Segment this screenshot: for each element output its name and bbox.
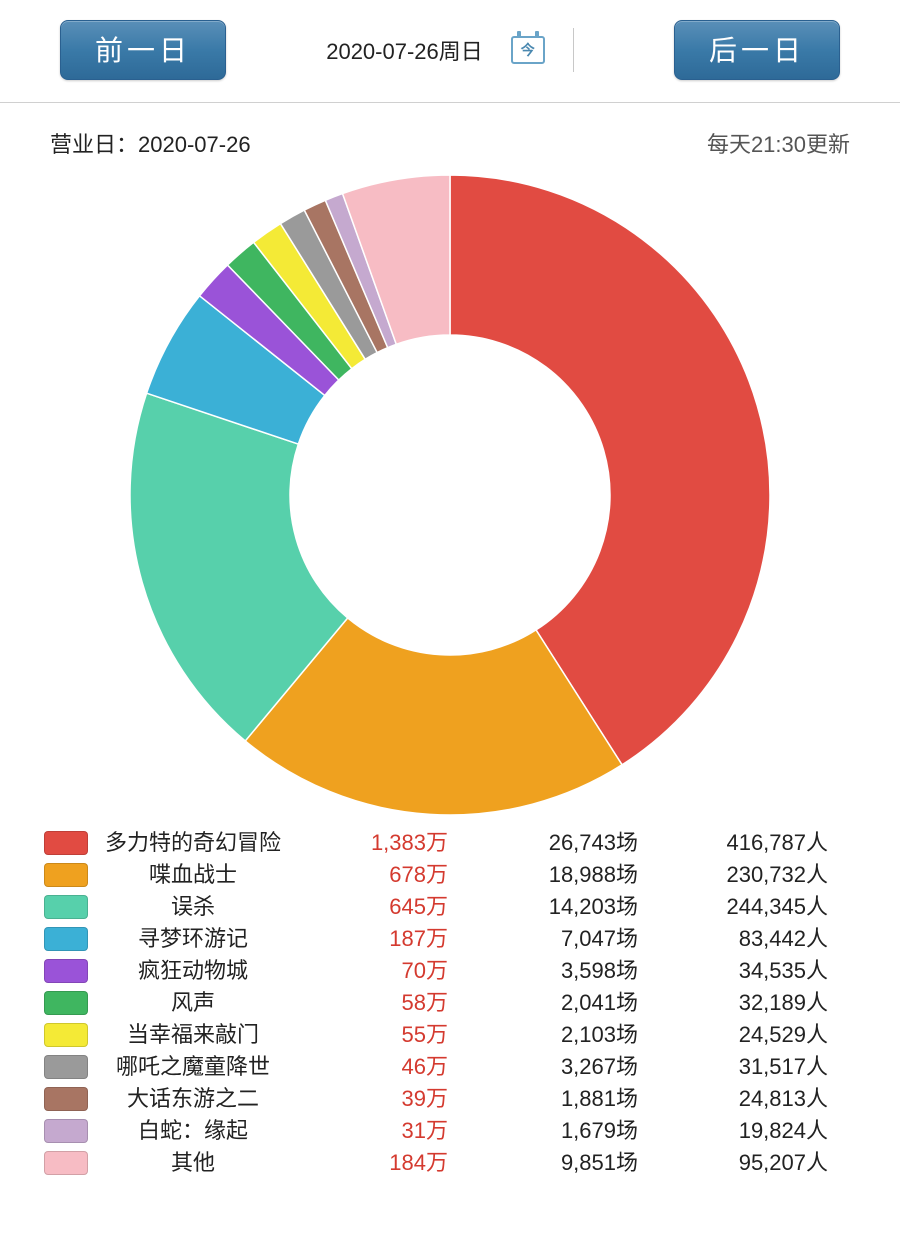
legend-revenue: 58万 bbox=[298, 987, 448, 1019]
business-day-value: 2020-07-26 bbox=[138, 132, 251, 157]
legend-name: 多力特的奇幻冒险 bbox=[88, 827, 298, 859]
legend-people: 24,529人 bbox=[638, 1019, 828, 1051]
date-center-group: 2020-07-26周日 今 bbox=[326, 28, 574, 72]
prev-day-button[interactable]: 前一日 bbox=[60, 20, 226, 80]
legend-revenue: 678万 bbox=[298, 859, 448, 891]
legend-swatch bbox=[44, 959, 88, 983]
legend-swatch bbox=[44, 1023, 88, 1047]
legend-shows: 2,103场 bbox=[448, 1019, 638, 1051]
legend-swatch bbox=[44, 1119, 88, 1143]
next-day-button[interactable]: 后一日 bbox=[674, 20, 840, 80]
legend-name: 喋血战士 bbox=[88, 859, 298, 891]
legend-swatch bbox=[44, 1087, 88, 1111]
legend-shows: 3,267场 bbox=[448, 1051, 638, 1083]
legend-revenue: 46万 bbox=[298, 1051, 448, 1083]
legend-people: 34,535人 bbox=[638, 955, 828, 987]
legend-row[interactable]: 误杀645万14,203场244,345人 bbox=[44, 891, 856, 923]
legend-name: 当幸福来敲门 bbox=[88, 1019, 298, 1051]
legend-row[interactable]: 大话东游之二39万1,881场24,813人 bbox=[44, 1083, 856, 1115]
calendar-today-icon[interactable]: 今 bbox=[509, 31, 547, 69]
legend-revenue: 55万 bbox=[298, 1019, 448, 1051]
legend-revenue: 184万 bbox=[298, 1147, 448, 1179]
legend-swatch bbox=[44, 927, 88, 951]
legend-shows: 18,988场 bbox=[448, 859, 638, 891]
legend-name: 其他 bbox=[88, 1147, 298, 1179]
legend-name: 风声 bbox=[88, 987, 298, 1019]
business-day: 营业日：2020-07-26 bbox=[50, 127, 251, 159]
legend-row[interactable]: 哪吒之魔童降世46万3,267场31,517人 bbox=[44, 1051, 856, 1083]
legend-swatch bbox=[44, 831, 88, 855]
legend-name: 寻梦环游记 bbox=[88, 923, 298, 955]
legend-swatch bbox=[44, 863, 88, 887]
legend-people: 83,442人 bbox=[638, 923, 828, 955]
legend-shows: 7,047场 bbox=[448, 923, 638, 955]
legend-people: 31,517人 bbox=[638, 1051, 828, 1083]
legend-shows: 1,881场 bbox=[448, 1083, 638, 1115]
donut-chart-container bbox=[0, 165, 900, 827]
legend-row[interactable]: 多力特的奇幻冒险1,383万26,743场416,787人 bbox=[44, 827, 856, 859]
legend-swatch bbox=[44, 1151, 88, 1175]
legend-swatch bbox=[44, 991, 88, 1015]
legend-shows: 3,598场 bbox=[448, 955, 638, 987]
legend-people: 230,732人 bbox=[638, 859, 828, 891]
top-nav-bar: 前一日 2020-07-26周日 今 后一日 bbox=[0, 0, 900, 103]
legend-name: 哪吒之魔童降世 bbox=[88, 1051, 298, 1083]
donut-chart bbox=[130, 175, 770, 815]
legend-revenue: 645万 bbox=[298, 891, 448, 923]
legend-row[interactable]: 疯狂动物城70万3,598场34,535人 bbox=[44, 955, 856, 987]
legend-swatch bbox=[44, 1055, 88, 1079]
legend-people: 244,345人 bbox=[638, 891, 828, 923]
legend-people: 24,813人 bbox=[638, 1083, 828, 1115]
legend-name: 大话东游之二 bbox=[88, 1083, 298, 1115]
vertical-divider bbox=[573, 28, 574, 72]
legend-shows: 9,851场 bbox=[448, 1147, 638, 1179]
info-row: 营业日：2020-07-26 每天21:30更新 bbox=[0, 103, 900, 165]
legend-people: 19,824人 bbox=[638, 1115, 828, 1147]
legend-name: 疯狂动物城 bbox=[88, 955, 298, 987]
legend-row[interactable]: 喋血战士678万18,988场230,732人 bbox=[44, 859, 856, 891]
legend-shows: 26,743场 bbox=[448, 827, 638, 859]
legend-shows: 2,041场 bbox=[448, 987, 638, 1019]
legend-row[interactable]: 寻梦环游记187万7,047场83,442人 bbox=[44, 923, 856, 955]
legend-people: 32,189人 bbox=[638, 987, 828, 1019]
legend-revenue: 31万 bbox=[298, 1115, 448, 1147]
legend-name: 白蛇：缘起 bbox=[88, 1115, 298, 1147]
update-time-text: 每天21:30更新 bbox=[707, 127, 850, 159]
legend-shows: 14,203场 bbox=[448, 891, 638, 923]
legend-revenue: 1,383万 bbox=[298, 827, 448, 859]
legend-revenue: 70万 bbox=[298, 955, 448, 987]
legend-shows: 1,679场 bbox=[448, 1115, 638, 1147]
legend-row[interactable]: 白蛇：缘起31万1,679场19,824人 bbox=[44, 1115, 856, 1147]
legend-people: 95,207人 bbox=[638, 1147, 828, 1179]
calendar-today-text: 今 bbox=[511, 36, 545, 64]
legend-table: 多力特的奇幻冒险1,383万26,743场416,787人喋血战士678万18,… bbox=[0, 827, 900, 1203]
legend-name: 误杀 bbox=[88, 891, 298, 923]
legend-people: 416,787人 bbox=[638, 827, 828, 859]
current-date-label: 2020-07-26周日 bbox=[326, 34, 483, 66]
business-day-label: 营业日： bbox=[50, 132, 138, 157]
legend-swatch bbox=[44, 895, 88, 919]
legend-revenue: 39万 bbox=[298, 1083, 448, 1115]
legend-revenue: 187万 bbox=[298, 923, 448, 955]
legend-row[interactable]: 其他184万9,851场95,207人 bbox=[44, 1147, 856, 1179]
legend-row[interactable]: 当幸福来敲门55万2,103场24,529人 bbox=[44, 1019, 856, 1051]
legend-row[interactable]: 风声58万2,041场32,189人 bbox=[44, 987, 856, 1019]
